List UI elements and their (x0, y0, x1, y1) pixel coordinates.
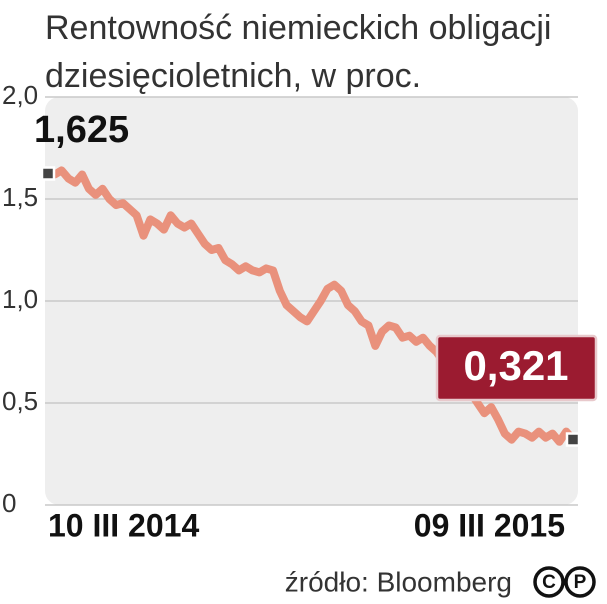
line (44, 166, 577, 446)
value-label: 1,625 (34, 109, 129, 151)
y-tick-label: 1,5 (2, 182, 38, 212)
logo-circle (533, 566, 565, 598)
end-marker (40, 166, 56, 181)
logo-letter: C (542, 572, 556, 593)
logo-letter: P (574, 572, 587, 593)
logo-circle (564, 566, 596, 598)
x-tick-label: 10 III 2014 (48, 507, 199, 543)
y-tick-label: 0 (2, 488, 16, 518)
x-tick-label: 09 III 2015 (414, 507, 565, 543)
chart-title: Rentowność niemieckich obligacji dziesię… (45, 9, 552, 95)
value-label-box (435, 334, 598, 402)
value-label: 0,321 (463, 342, 568, 389)
y-tick-label: 2,0 (2, 80, 38, 110)
y-tick-label: 1,0 (2, 284, 38, 314)
y-tick-label: 0,5 (2, 386, 38, 416)
source: źródło: Bloomberg (285, 566, 512, 597)
end-marker (565, 432, 581, 447)
